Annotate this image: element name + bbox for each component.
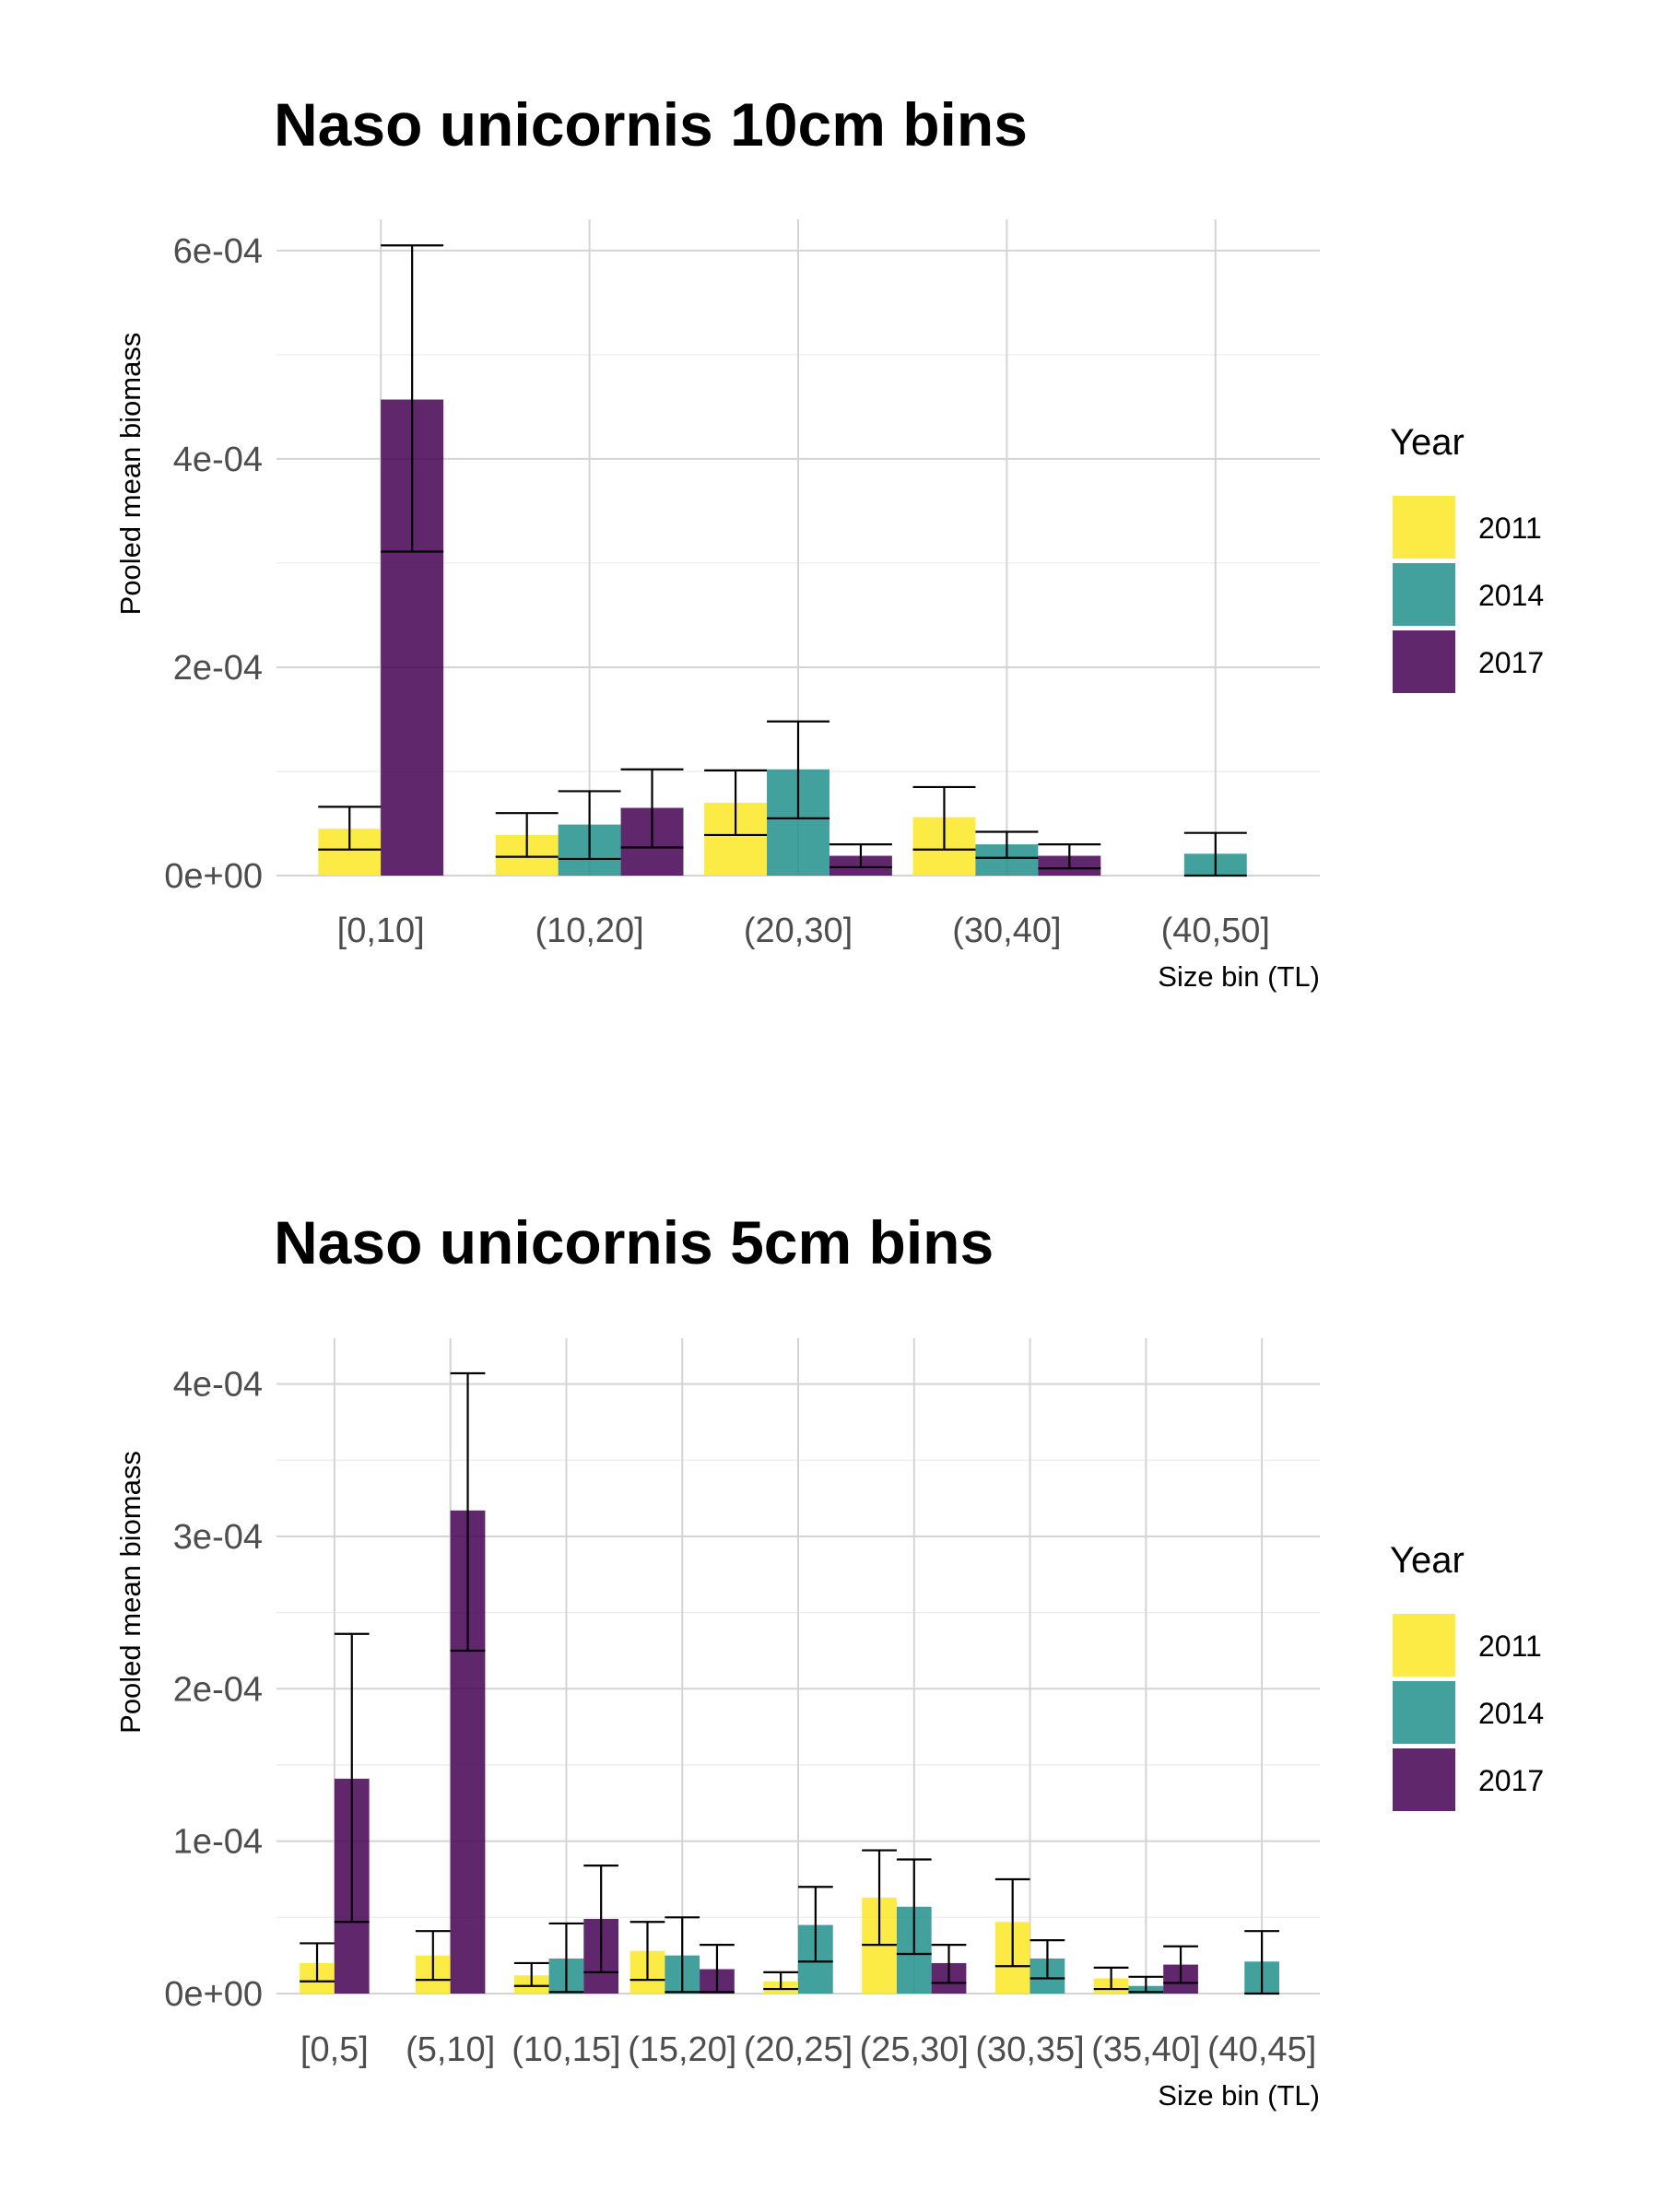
error-bar-2017-(20,30] (829, 842, 892, 869)
legend-swatch-2011 (1393, 1614, 1455, 1677)
legend-swatch-2011 (1393, 496, 1455, 559)
error-bar-2017-(25,30] (931, 1943, 967, 1984)
y-tick-label: 3e-04 (173, 1518, 263, 1557)
x-tick-label: (40,45] (1207, 2030, 1316, 2069)
x-tick-label: (20,30] (744, 912, 853, 950)
y-tick-label: 0e+00 (164, 1975, 263, 2014)
x-tick-label: [0,10] (337, 912, 425, 950)
error-bar-2017-(30,40] (1038, 842, 1101, 870)
error-bar-2011-[0,5] (300, 1942, 335, 1983)
error-bar-2014-(25,30] (896, 1858, 932, 1956)
y-tick-label: 4e-04 (173, 1366, 263, 1405)
error-bar-2014-(40,50] (1183, 831, 1247, 877)
legend-label-2017: 2017 (1478, 646, 1544, 679)
chart-title: Naso unicornis 5cm bins (274, 1208, 994, 1277)
legend: Year 2011 2014 2017 (1390, 422, 1544, 693)
chart-panel-2: Naso unicornis 5cm bins 0e+00 1e-04 2e-04 3e… (114, 1208, 1544, 2112)
error-bar-2014-(30,35] (1030, 1939, 1065, 1980)
error-bar-2017-[0,10] (381, 244, 444, 553)
error-bar-2011-(10,15] (513, 1961, 549, 1987)
error-bar-2011-(20,30] (704, 769, 768, 837)
error-bar-2017-(5,10] (450, 1371, 486, 1653)
error-bar-2011-(15,20] (629, 1921, 665, 1982)
error-bar-2011-(5,10] (415, 1930, 451, 1982)
legend-swatch-2014 (1393, 563, 1455, 626)
error-bar-2011-(30,35] (994, 1877, 1030, 1968)
error-bar-2014-(20,30] (767, 720, 830, 819)
x-tick-label: (15,20] (628, 2030, 736, 2069)
error-bar-2011-(20,25] (763, 1971, 798, 1991)
legend-label-2011: 2011 (1478, 512, 1542, 545)
legend-label-2011: 2011 (1478, 1630, 1542, 1663)
legend-swatch-2017 (1393, 630, 1455, 693)
error-bar-2017-(35,40] (1163, 1945, 1198, 1984)
error-bar-2011-[0,10] (318, 806, 382, 851)
x-tick-label: (10,15] (512, 2030, 620, 2069)
legend: Year 2011 2014 2017 (1390, 1540, 1544, 1811)
y-tick-label: 4e-04 (173, 441, 263, 479)
error-bar-2014-(10,15] (548, 1922, 584, 1994)
x-tick-label: (10,20] (535, 912, 643, 950)
error-bar-2014-(20,25] (798, 1886, 833, 1963)
error-bar-2014-(10,20] (558, 790, 621, 861)
error-bar-2017-(10,20] (620, 768, 684, 849)
error-bar-2011-(30,40] (912, 785, 976, 851)
y-tick-label: 0e+00 (164, 857, 263, 896)
x-tick-label: (30,40] (952, 912, 1061, 950)
legend-label-2014: 2014 (1478, 1697, 1544, 1730)
legend-label-2017: 2017 (1478, 1764, 1544, 1797)
chart-panel-1: Naso unicornis 10cm bins 0e+00 2e-04 4e-04 6… (114, 90, 1544, 993)
error-bar-2011-(25,30] (862, 1849, 897, 1947)
error-bar-2014-(30,40] (975, 830, 1039, 859)
error-bar-2017-(10,15] (583, 1865, 619, 1973)
legend-swatch-2014 (1393, 1681, 1455, 1744)
legend-label-2014: 2014 (1478, 579, 1544, 612)
error-bar-2014-(15,20] (665, 1916, 700, 1994)
error-bar-2011-(10,20] (495, 812, 559, 858)
x-tick-label: (20,25] (744, 2030, 853, 2069)
x-tick-label: [0,5] (300, 2030, 369, 2069)
error-bar-2017-(15,20] (700, 1943, 735, 1994)
y-tick-label: 6e-04 (173, 232, 263, 271)
x-tick-label: (5,10] (406, 2030, 495, 2069)
x-tick-label: (35,40] (1091, 2030, 1200, 2069)
error-bar-2011-(35,40] (1093, 1966, 1129, 1991)
y-tick-label: 1e-04 (173, 1823, 263, 1862)
y-tick-label: 2e-04 (173, 649, 263, 688)
error-bar-2014-(40,45] (1244, 1930, 1279, 1995)
legend-title: Year (1390, 422, 1465, 463)
x-tick-label: (40,50] (1161, 912, 1270, 950)
x-axis-label: Size bin (TL) (1158, 2079, 1320, 2112)
chart-title: Naso unicornis 10cm bins (274, 90, 1028, 159)
grid (276, 1338, 1320, 1994)
x-tick-label: (25,30] (860, 2030, 969, 2069)
x-tick-label: (30,35] (975, 2030, 1084, 2069)
y-tick-label: 2e-04 (173, 1670, 263, 1709)
x-axis-label: Size bin (TL) (1158, 960, 1320, 993)
y-axis-label: Pooled mean biomass (114, 1451, 147, 1734)
y-axis-label: Pooled mean biomass (114, 333, 147, 616)
legend-title: Year (1390, 1540, 1465, 1581)
error-bar-2017-[0,5] (334, 1632, 370, 1924)
error-bar-2014-(35,40] (1128, 1975, 1164, 1994)
legend-swatch-2017 (1393, 1748, 1455, 1811)
